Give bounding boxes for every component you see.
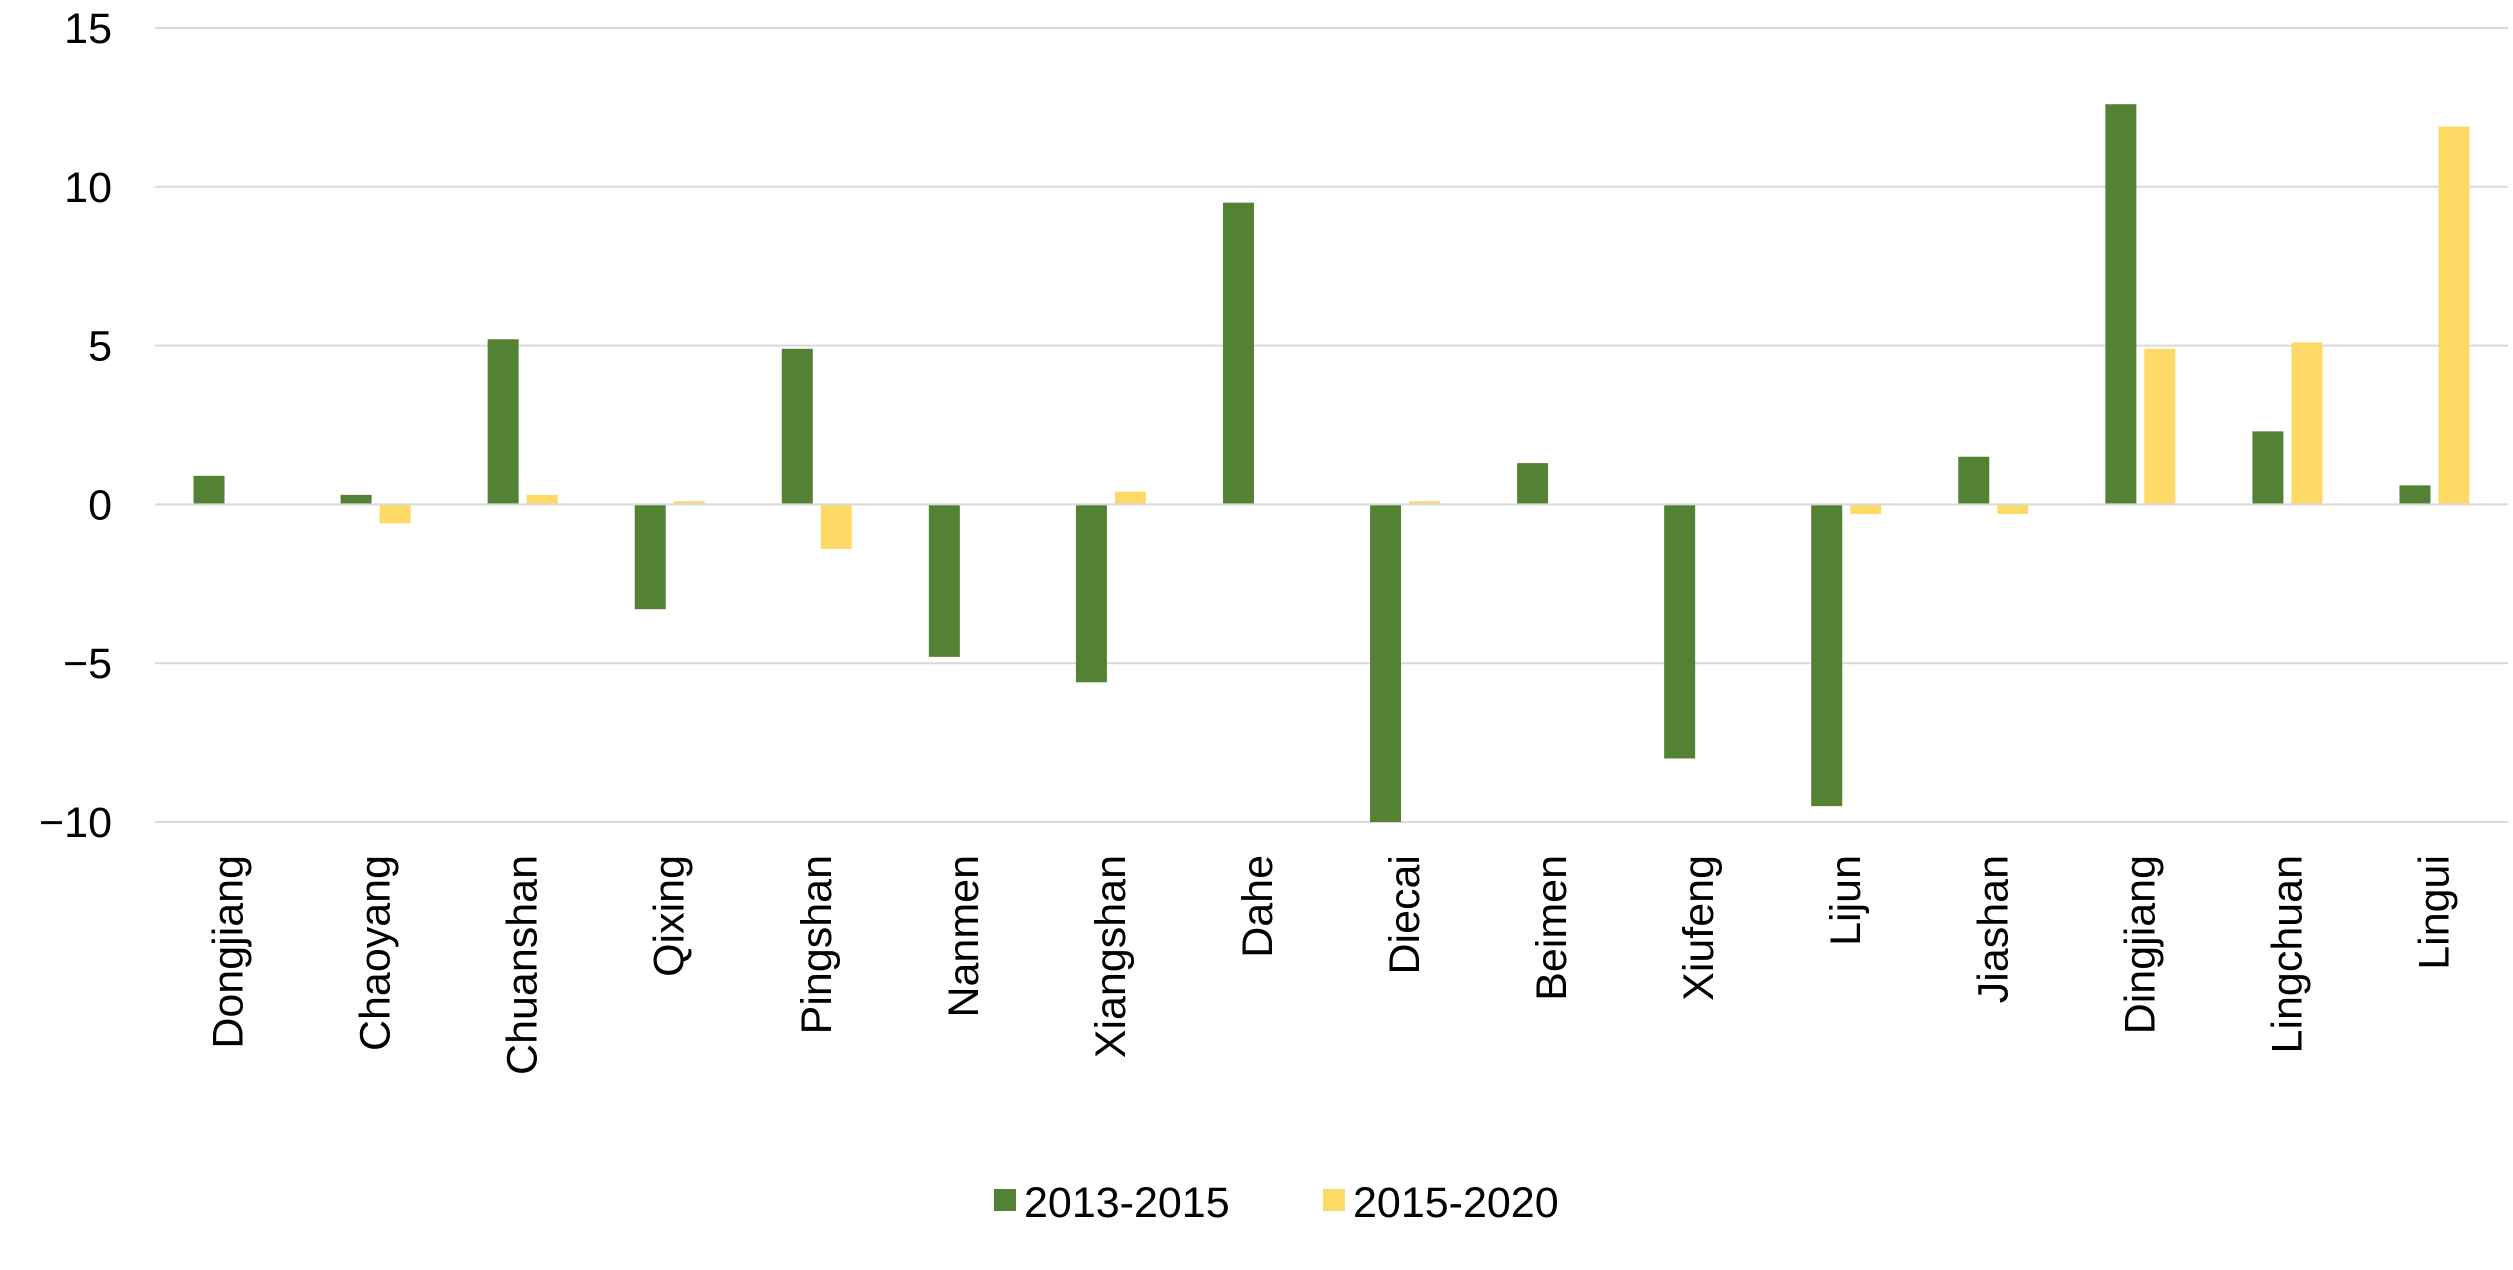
x-category-label: Lingchuan: [2263, 855, 2311, 1053]
x-category-label: Xiangshan: [1087, 855, 1135, 1058]
bar-series2-diecai: [1409, 501, 1441, 505]
x-category-label: Dahe: [1234, 855, 1282, 958]
bar-series2-lingui: [2438, 126, 2470, 505]
y-tick-label: −10: [39, 799, 112, 847]
x-category-label: Diecai: [1381, 855, 1429, 975]
y-tick-label: 0: [88, 481, 112, 529]
bar-series1-xiangshan: [1075, 504, 1107, 683]
x-category-label: Lingui: [2410, 855, 2458, 970]
x-category-label: Xiufeng: [1675, 855, 1723, 1001]
bar-series1-pingshan: [781, 348, 813, 505]
bar-series2-qixing: [673, 501, 705, 505]
bar-series1-lingchuan: [2252, 431, 2284, 505]
legend-label: 2015-2020: [1353, 1179, 1559, 1227]
x-category-label: Qixing: [646, 855, 694, 977]
bar-series1-jiashan: [1958, 456, 1990, 505]
bar-series1-dahe: [1222, 202, 1254, 505]
x-category-label: Nanmen: [940, 855, 988, 1018]
x-category-label: Chuanshan: [499, 855, 547, 1075]
y-tick-label: 10: [64, 164, 112, 212]
x-category-label: Dongjiang: [205, 855, 253, 1049]
x-category-label: Beimen: [1528, 855, 1576, 1001]
bar-series2-pingshan: [820, 504, 852, 549]
y-tick-label: 5: [88, 323, 112, 371]
legend: 2013-2015 2015-2020: [994, 1179, 1559, 1227]
bar-series2-jiashan: [1997, 504, 2029, 514]
bars: [193, 104, 2470, 822]
bar-series1-lijun: [1811, 504, 1843, 807]
bar-series2-lingchuan: [2291, 342, 2323, 505]
y-tick-label: 15: [64, 5, 112, 53]
bar-series1-qixing: [634, 504, 666, 610]
bar-series1-nanmen: [928, 504, 960, 657]
bar-series1-chuanshan: [487, 339, 519, 505]
bar-series1-diecai: [1370, 504, 1402, 822]
legend-label: 2013-2015: [1024, 1179, 1230, 1227]
bar-series2-xiangshan: [1114, 491, 1146, 505]
x-category-label: Jiashan: [1969, 855, 2017, 1003]
bar-series1-beimen: [1517, 463, 1549, 505]
legend-swatch: [1323, 1189, 1345, 1211]
x-category-label: Chaoyang: [352, 855, 400, 1051]
bar-series2-lijun: [1850, 504, 1882, 514]
bar-series2-chaoyang: [379, 504, 411, 524]
x-category-label: Pingshan: [793, 855, 841, 1034]
bar-series2-chuanshan: [526, 494, 558, 505]
bar-series2-dingjiang: [2144, 348, 2176, 505]
bar-series1-dongjiang: [193, 475, 225, 505]
legend-swatch: [994, 1189, 1016, 1211]
bar-series1-lingui: [2399, 485, 2431, 505]
x-category-label: Dingjiang: [2116, 855, 2164, 1034]
y-tick-label: −5: [63, 640, 112, 688]
bar-series1-dingjiang: [2105, 104, 2137, 505]
bar-series1-xiufeng: [1664, 504, 1696, 759]
bar-series1-chaoyang: [340, 494, 372, 505]
x-category-label: Lijun: [1822, 855, 1870, 946]
y-axis-ticks: −10 −5 0 5 10 15: [39, 5, 112, 847]
x-axis-categories: Dongjiang Chaoyang Chuanshan Qixing Pingshan…: [205, 855, 2459, 1075]
